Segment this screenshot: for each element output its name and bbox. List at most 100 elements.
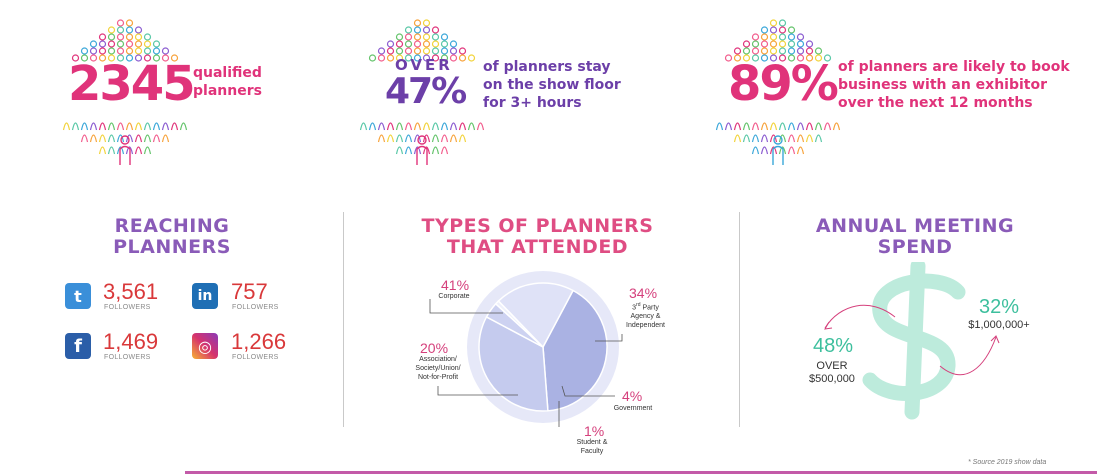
- spend-prefix: OVER: [816, 360, 848, 372]
- crowd-head: [143, 33, 152, 41]
- featured-person-head: [120, 135, 130, 145]
- crowd-person: [769, 134, 778, 143]
- crowd-head: [125, 40, 134, 48]
- crowd-head: [89, 54, 98, 62]
- arrow-to-500k: [824, 304, 896, 329]
- crowd-person: [778, 122, 787, 131]
- arrowhead-500k: [824, 321, 833, 330]
- crowd-head: [152, 47, 161, 55]
- crowd-head: [449, 47, 458, 55]
- crowd-person: [134, 134, 143, 143]
- crowd-person: [422, 134, 431, 143]
- crowd-person: [431, 122, 440, 131]
- crowd-head: [377, 47, 386, 55]
- crowd-head: [431, 26, 440, 34]
- crowd-head: [422, 33, 431, 41]
- crowd-person: [769, 146, 778, 155]
- crowd-person: [395, 134, 404, 143]
- crowd-person: [431, 134, 440, 143]
- crowd-head: [125, 54, 134, 62]
- crowd-person: [134, 146, 143, 155]
- crowd-person: [778, 146, 787, 155]
- twitter-icon: t: [65, 283, 91, 309]
- crowd-head: [440, 33, 449, 41]
- social-value: 1,266: [231, 329, 287, 354]
- crowd-head: [134, 33, 143, 41]
- crowd-person: [98, 146, 107, 155]
- spend-pct-1m-plus: 32%: [979, 296, 1020, 318]
- crowd-head: [125, 19, 134, 27]
- crowd-person: [107, 134, 116, 143]
- featured-person-body: [772, 145, 784, 165]
- crowd-person: [71, 122, 80, 131]
- crowd-head: [431, 40, 440, 48]
- pie-pct-third-party: 34%: [629, 285, 658, 301]
- dollar-sign-bar: [904, 262, 926, 420]
- pie-pct-government: 4%: [622, 388, 643, 404]
- crowd-head: [413, 19, 422, 27]
- crowd-person: [733, 134, 742, 143]
- crowd-head: [377, 54, 386, 62]
- crowd-head: [769, 47, 778, 55]
- crowd-head: [152, 40, 161, 48]
- crowd-head: [404, 33, 413, 41]
- crowd-head: [796, 54, 805, 62]
- arrowhead-1m: [990, 335, 1000, 344]
- crowd-head: [733, 47, 742, 55]
- crowd-head: [161, 47, 170, 55]
- crowd-person: [787, 122, 796, 131]
- crowd-person: [422, 146, 431, 155]
- pie-label-government: Government: [613, 405, 653, 412]
- crowd-person: [805, 134, 814, 143]
- crowd-person: [80, 122, 89, 131]
- crowd-head: [751, 40, 760, 48]
- crowd-head: [413, 47, 422, 55]
- stat-description: qualified planners: [193, 64, 262, 100]
- crowd-person: [152, 122, 161, 131]
- crowd-head: [805, 47, 814, 55]
- crowd-person: [368, 122, 377, 131]
- stat-over-label: OVER: [395, 56, 453, 74]
- stat-desc-line: planners: [193, 83, 262, 99]
- crowd-head: [431, 33, 440, 41]
- planner-types-pie-chart: [429, 271, 623, 427]
- crowd-head: [395, 40, 404, 48]
- crowd-head: [778, 19, 787, 27]
- crowd-head: [89, 47, 98, 55]
- pie-label-line: 3rd Party: [632, 302, 659, 312]
- divider-left: [343, 212, 344, 427]
- pie-slice: [542, 289, 608, 412]
- crowd-person: [377, 122, 386, 131]
- crowd-person: [742, 134, 751, 143]
- crowd-head: [125, 47, 134, 55]
- crowd-head: [134, 54, 143, 62]
- crowd-head: [796, 40, 805, 48]
- crowd-person: [760, 134, 769, 143]
- crowd-head: [404, 40, 413, 48]
- crowd-head: [413, 33, 422, 41]
- crowd-head: [107, 47, 116, 55]
- crowd-head: [422, 47, 431, 55]
- crowd-head: [787, 33, 796, 41]
- crowd-head: [143, 40, 152, 48]
- crowd-head: [404, 47, 413, 55]
- stat-desc-line: over the next 12 months: [838, 95, 1033, 111]
- crowd-head: [742, 40, 751, 48]
- crowd-person: [98, 122, 107, 131]
- pie-leader-line: [429, 299, 503, 314]
- crowd-person: [440, 134, 449, 143]
- stat-desc-line: of planners stay: [483, 59, 611, 75]
- crowd-head: [467, 54, 476, 62]
- featured-person-body: [119, 145, 131, 165]
- crowd-head: [422, 54, 431, 62]
- crowd-head: [386, 54, 395, 62]
- crowd-person: [377, 134, 386, 143]
- crowd-illustration-1: [62, 19, 188, 165]
- social-label: FOLLOWERS: [104, 354, 151, 361]
- types-title: TYPES OF PLANNERS THAT ATTENDED: [405, 216, 670, 258]
- crowd-person: [116, 122, 125, 131]
- crowd-person: [161, 134, 170, 143]
- crowd-head: [116, 33, 125, 41]
- crowd-head: [71, 54, 80, 62]
- crowd-head: [125, 26, 134, 34]
